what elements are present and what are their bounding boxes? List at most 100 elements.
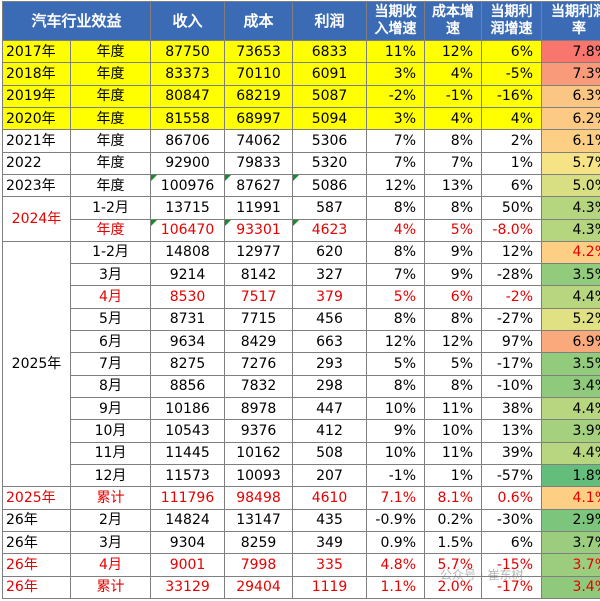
period-cell: 5月 bbox=[69, 307, 152, 332]
header-cell: 当期利润增速 bbox=[481, 1, 543, 41]
year-cell: 2025年 bbox=[2, 486, 71, 510]
revenue-cell: 8856 bbox=[150, 374, 226, 399]
cost-growth-cell: -1% bbox=[424, 84, 483, 108]
profit-growth-cell: 39% bbox=[481, 441, 543, 465]
cost-cell: 87627 bbox=[224, 173, 294, 198]
profit-cell: 508 bbox=[292, 441, 368, 465]
profit-cell: 5086 bbox=[292, 173, 368, 198]
revenue-growth-cell: 11% bbox=[366, 39, 426, 64]
cost-growth-cell: 2.0% bbox=[424, 575, 483, 599]
profit-margin-cell: 4.2% bbox=[541, 240, 600, 265]
profit-growth-cell: -27% bbox=[481, 307, 543, 332]
profit-growth-cell: -17% bbox=[481, 575, 543, 599]
revenue-growth-cell: 4.8% bbox=[366, 553, 426, 577]
revenue-cell: 8731 bbox=[150, 307, 226, 332]
revenue-growth-cell: 5% bbox=[366, 352, 426, 376]
period-cell: 11月 bbox=[69, 441, 152, 465]
cost-growth-cell: 0.2% bbox=[424, 508, 483, 532]
cost-growth-cell: 11% bbox=[424, 441, 483, 465]
profit-growth-cell: -16% bbox=[481, 84, 543, 108]
cost-growth-cell: 9% bbox=[424, 263, 483, 287]
year-cell: 2019年 bbox=[2, 84, 71, 108]
profit-cell: 349 bbox=[292, 530, 368, 555]
cost-growth-cell: 5% bbox=[424, 218, 483, 242]
cost-cell: 13147 bbox=[224, 508, 294, 532]
profit-growth-cell: 1% bbox=[481, 151, 543, 175]
profit-growth-cell: 50% bbox=[481, 196, 543, 220]
cost-growth-cell: 5% bbox=[424, 352, 483, 376]
period-cell: 3月 bbox=[69, 263, 152, 287]
header-cell: 成本增速 bbox=[424, 1, 483, 41]
profit-margin-cell: 6.2% bbox=[541, 106, 600, 131]
header-cell: 当期收入增速 bbox=[366, 1, 426, 41]
cost-growth-cell: 7% bbox=[424, 151, 483, 175]
period-cell: 年度 bbox=[69, 39, 152, 64]
profit-cell: 6833 bbox=[292, 39, 368, 64]
header-cell: 成本 bbox=[224, 1, 294, 41]
profit-margin-cell: 3.7% bbox=[541, 553, 600, 577]
revenue-cell: 87750 bbox=[150, 39, 226, 64]
cost-growth-cell: 8% bbox=[424, 374, 483, 399]
profit-margin-cell: 4.4% bbox=[541, 396, 600, 421]
profit-margin-cell: 4.4% bbox=[541, 441, 600, 465]
cost-cell: 74062 bbox=[224, 129, 294, 153]
period-cell: 年度 bbox=[69, 151, 152, 175]
profit-margin-cell: 4.3% bbox=[541, 196, 600, 220]
revenue-cell: 10186 bbox=[150, 396, 226, 421]
year-cell: 2023年 bbox=[2, 173, 71, 198]
period-cell: 年度 bbox=[69, 129, 152, 153]
revenue-growth-cell: 4% bbox=[366, 218, 426, 242]
profit-margin-cell: 3.7% bbox=[541, 530, 600, 555]
cost-cell: 10093 bbox=[224, 463, 294, 488]
profit-cell: 4623 bbox=[292, 218, 368, 242]
revenue-growth-cell: 3% bbox=[366, 106, 426, 131]
revenue-growth-cell: 7% bbox=[366, 129, 426, 153]
profit-growth-cell: -30% bbox=[481, 508, 543, 532]
profit-growth-cell: -28% bbox=[481, 263, 543, 287]
revenue-cell: 9214 bbox=[150, 263, 226, 287]
profit-growth-cell: 38% bbox=[481, 396, 543, 421]
header-cell: 当期利润率 bbox=[541, 1, 600, 41]
profit-cell: 5087 bbox=[292, 84, 368, 108]
profit-margin-cell: 6.9% bbox=[541, 330, 600, 354]
profit-margin-cell: 5.7% bbox=[541, 151, 600, 175]
cost-cell: 73653 bbox=[224, 39, 294, 64]
period-cell: 4月 bbox=[69, 553, 152, 577]
profit-cell: 620 bbox=[292, 240, 368, 265]
year-cell: 2020年 bbox=[2, 106, 71, 131]
cost-growth-cell: 8% bbox=[424, 196, 483, 220]
profit-growth-cell: 2% bbox=[481, 129, 543, 153]
revenue-growth-cell: 7% bbox=[366, 263, 426, 287]
year-cell: 2018年 bbox=[2, 62, 71, 86]
cost-cell: 8429 bbox=[224, 330, 294, 354]
cost-cell: 12977 bbox=[224, 240, 294, 265]
profit-growth-cell: 13% bbox=[481, 419, 543, 443]
profit-margin-cell: 3.4% bbox=[541, 374, 600, 399]
revenue-cell: 11445 bbox=[150, 441, 226, 465]
revenue-cell: 111796 bbox=[150, 486, 226, 510]
profit-cell: 587 bbox=[292, 196, 368, 220]
cost-cell: 70110 bbox=[224, 62, 294, 86]
revenue-growth-cell: 7% bbox=[366, 151, 426, 175]
revenue-cell: 80847 bbox=[150, 84, 226, 108]
revenue-cell: 10543 bbox=[150, 419, 226, 443]
profit-cell: 379 bbox=[292, 285, 368, 309]
profit-growth-cell: -15% bbox=[481, 553, 543, 577]
table-body: 2017年年度8775073653683311%12%6%7.8%2018年年度… bbox=[2, 39, 600, 599]
cost-growth-cell: 5.7% bbox=[424, 553, 483, 577]
period-cell: 年度 bbox=[69, 62, 152, 86]
revenue-cell: 14824 bbox=[150, 508, 226, 532]
profit-cell: 4610 bbox=[292, 486, 368, 510]
revenue-growth-cell: 3% bbox=[366, 62, 426, 86]
